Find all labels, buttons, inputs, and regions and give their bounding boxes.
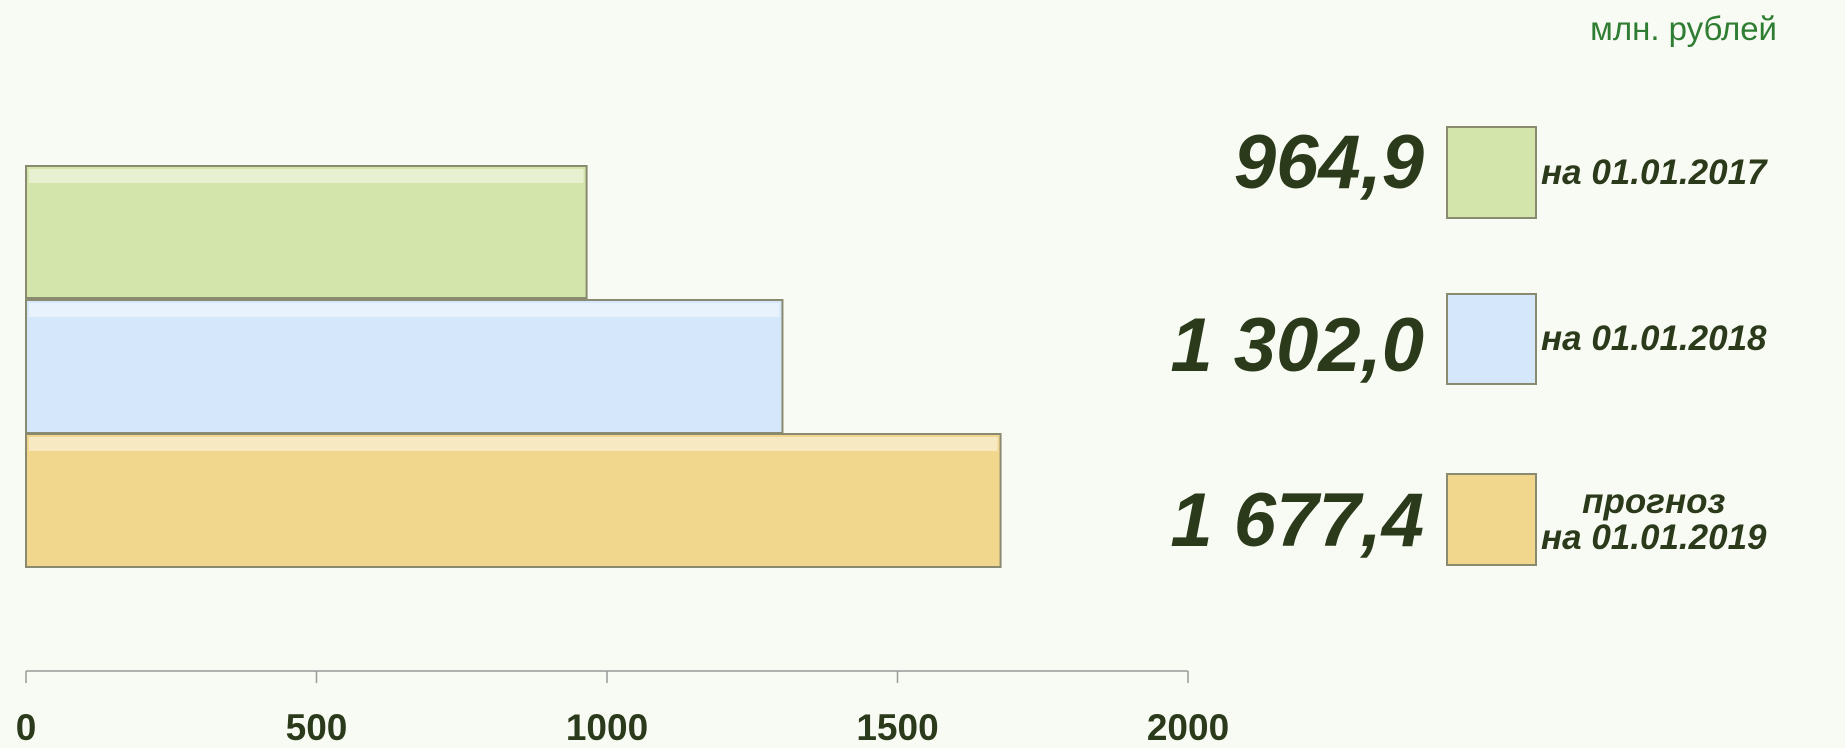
bar (25, 165, 588, 299)
legend-swatch (1446, 473, 1537, 566)
bar (25, 433, 1002, 568)
bar-highlight (29, 303, 780, 317)
x-tick-label: 1500 (856, 707, 938, 748)
legend-label: на 01.01.2018 (1541, 319, 1767, 358)
value-label: 1 677,4 (1170, 478, 1424, 563)
bar-highlight (29, 169, 584, 183)
legend-swatch (1446, 293, 1537, 385)
x-tick-label: 500 (286, 707, 348, 748)
x-tick-label: 0 (16, 707, 37, 748)
x-tick-label: 1000 (566, 707, 648, 748)
bar-highlight (29, 437, 998, 451)
legend-label: на 01.01.2017 (1541, 152, 1767, 192)
bar (25, 299, 784, 434)
legend-swatch (1446, 126, 1537, 219)
legend-label: прогноз на 01.01.2019 (1541, 481, 1767, 557)
x-tick-label: 2000 (1147, 707, 1229, 748)
value-label: 964,9 (1234, 120, 1424, 205)
value-label: 1 302,0 (1170, 303, 1424, 388)
unit-label: млн. рублей (1590, 10, 1777, 47)
